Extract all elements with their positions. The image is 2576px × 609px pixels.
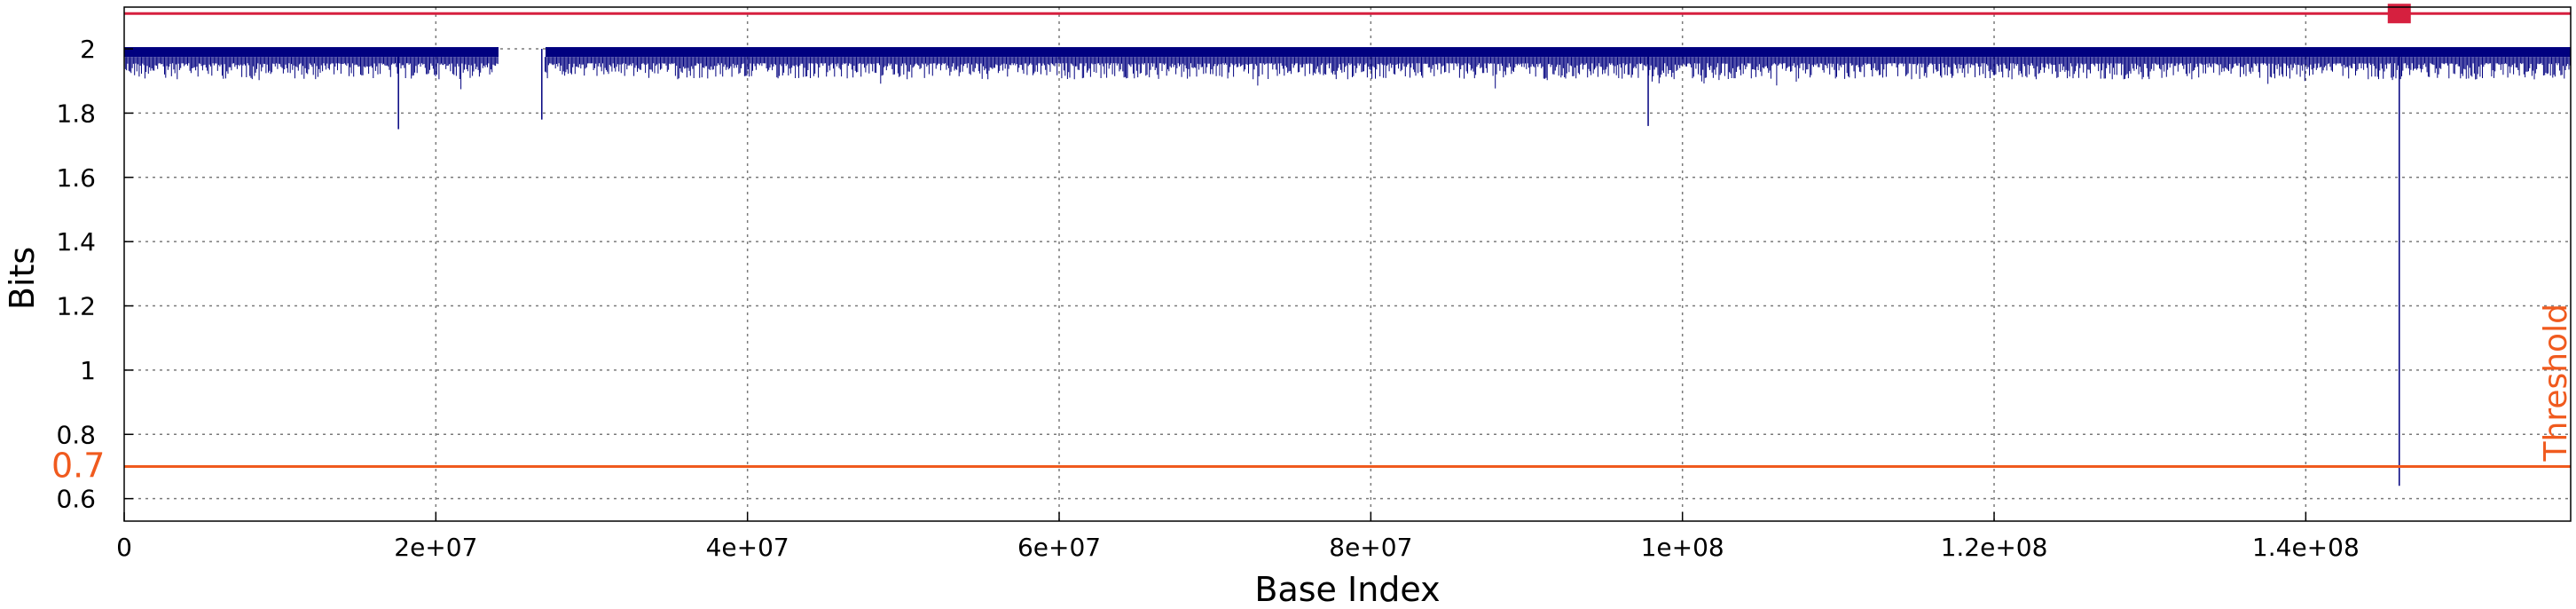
- series-band: [124, 47, 499, 58]
- series-band: [546, 47, 2571, 58]
- reference-lines: [124, 4, 2571, 468]
- y-tick-labels: 0.6 0.8 1 1.2 1.4 1.6 1.8 2: [56, 35, 133, 514]
- y-tick-label: 1.4: [56, 227, 96, 257]
- x-tick-label: 1.2e+08: [1941, 533, 2048, 562]
- x-tick-labels: 0 2e+07 4e+07 6e+07 8e+07 1e+08 1.2e+08 1.4e+08: [116, 512, 2360, 562]
- y-tick-label: 1: [80, 356, 96, 385]
- x-tick-label: 1e+08: [1641, 533, 1724, 562]
- y-tick-label: 1.8: [56, 99, 96, 128]
- threshold-label: Threshold: [2538, 304, 2574, 462]
- x-tick-label: 8e+07: [1329, 533, 1412, 562]
- x-axis-label: Base Index: [1254, 570, 1440, 609]
- grid-lines: [124, 7, 2571, 521]
- marker-square: [2387, 4, 2411, 24]
- y-axis-label: Bits: [3, 247, 42, 310]
- y-tick-label: 0.8: [56, 420, 96, 449]
- x-tick-label: 1.4e+08: [2252, 533, 2360, 562]
- y-tick-label: 0.6: [56, 485, 96, 514]
- plot-frame: [123, 6, 2572, 522]
- series-noise: [123, 57, 2571, 90]
- y-tick-label: 2: [80, 35, 96, 64]
- y-tick-label: 1.6: [56, 163, 96, 193]
- x-tick-label: 4e+07: [706, 533, 789, 562]
- y-tick-label: 1.2: [56, 292, 96, 321]
- x-tick-label: 6e+07: [1017, 533, 1101, 562]
- threshold-value-label: 0.7: [51, 446, 105, 485]
- x-tick-label: 2e+07: [394, 533, 477, 562]
- x-tick-label: 0: [116, 533, 132, 562]
